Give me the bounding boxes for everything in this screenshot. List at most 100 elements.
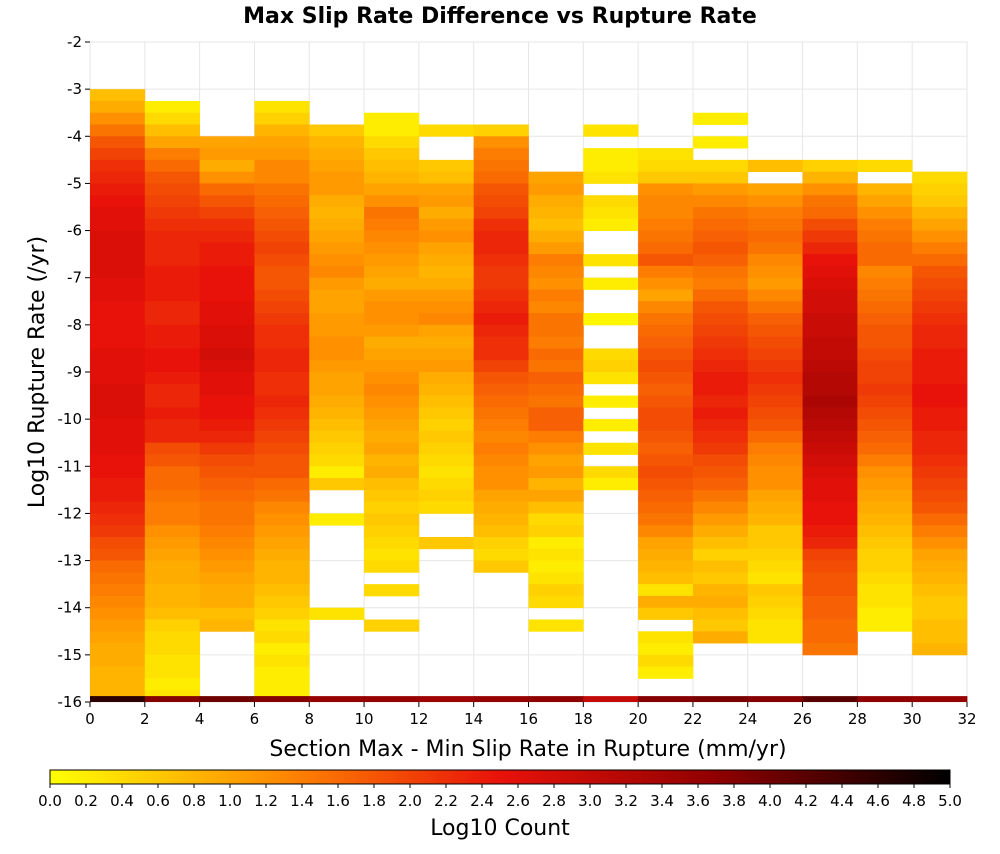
- heatmap-cell: [747, 548, 803, 561]
- heatmap-cell: [857, 372, 913, 385]
- heatmap-cell: [802, 324, 858, 338]
- heatmap-cell: [528, 537, 584, 550]
- heatmap-cell: [912, 643, 968, 656]
- colorbar-tick-label: 0.2: [74, 792, 98, 810]
- heatmap-cell: [692, 277, 749, 290]
- heatmap-cell: [747, 407, 803, 420]
- heatmap-cell: [199, 230, 255, 243]
- heatmap-cell: [90, 254, 146, 267]
- heatmap-cell: [254, 324, 310, 338]
- heatmap-cell: [364, 430, 420, 444]
- heatmap-cell: [912, 301, 968, 314]
- heatmap-cell: [747, 607, 803, 620]
- heatmap-cell: [857, 501, 913, 514]
- heatmap-cell: [90, 124, 146, 137]
- heatmap-cell: [802, 242, 858, 255]
- heatmap-cell: [144, 183, 201, 196]
- heatmap-cell: [692, 242, 749, 255]
- heatmap-cell: [747, 442, 803, 455]
- heatmap-cell: [364, 525, 420, 538]
- heatmap-cell: [90, 690, 146, 697]
- heatmap-cell: [90, 572, 146, 585]
- heatmap-cell: [528, 407, 584, 420]
- heatmap-cell: [254, 159, 310, 173]
- heatmap-cell: [692, 548, 749, 561]
- heatmap-cell-bottom: [364, 696, 420, 702]
- heatmap-cell: [90, 631, 146, 644]
- heatmap-cell: [638, 254, 694, 267]
- heatmap-cell: [692, 454, 749, 467]
- heatmap-cell: [309, 159, 365, 173]
- heatmap-cell: [473, 489, 529, 503]
- heatmap-cell: [364, 513, 420, 526]
- heatmap-cell: [254, 525, 310, 538]
- heatmap-cell: [90, 207, 146, 220]
- heatmap-cell: [418, 419, 475, 432]
- heatmap-cell: [144, 195, 201, 208]
- heatmap-cell: [418, 537, 475, 550]
- heatmap-cell: [802, 607, 858, 620]
- heatmap-cell: [528, 289, 584, 302]
- heatmap-cell: [199, 537, 255, 550]
- heatmap-cell-bottom: [747, 696, 803, 702]
- heatmap-cell: [364, 348, 420, 361]
- heatmap-cell: [528, 430, 584, 444]
- heatmap-cell: [692, 183, 749, 196]
- heatmap-cell: [418, 348, 475, 361]
- y-tick-label: -10: [58, 410, 83, 428]
- heatmap-cell: [309, 218, 365, 231]
- heatmap-cell: [802, 572, 858, 585]
- heatmap-cell: [199, 254, 255, 267]
- heatmap-cell: [857, 265, 913, 279]
- heatmap-cell-bottom: [418, 696, 475, 702]
- heatmap-cell: [90, 537, 146, 550]
- heatmap-cell: [199, 218, 255, 231]
- heatmap-cell: [144, 360, 201, 373]
- heatmap-cell: [199, 383, 255, 396]
- heatmap-cell: [254, 100, 310, 114]
- heatmap-cell: [144, 324, 201, 338]
- heatmap-cell: [692, 442, 749, 455]
- heatmap-cell: [583, 159, 639, 173]
- heatmap-cell: [912, 430, 968, 444]
- heatmap-cell: [364, 454, 420, 467]
- heatmap-cell: [199, 454, 255, 467]
- y-axis-ticks: -2 -3 -4 -5 -6 -7 -8 -9 -10 -11 -12 -13 -14 -15 -16: [58, 33, 90, 711]
- heatmap-cell: [747, 324, 803, 338]
- heatmap-cell: [692, 230, 749, 243]
- heatmap-cell: [309, 207, 365, 220]
- heatmap-cell: [364, 124, 420, 137]
- heatmap-cell: [364, 360, 420, 373]
- heatmap-cell: [199, 607, 255, 620]
- heatmap-cell: [90, 112, 146, 125]
- heatmap-cell: [692, 265, 749, 279]
- heatmap-cell: [473, 548, 529, 561]
- heatmap-cell: [802, 631, 858, 644]
- heatmap-cell: [364, 195, 420, 208]
- heatmap-cell: [747, 207, 803, 220]
- x-tick-label: 12: [409, 710, 428, 728]
- heatmap-cell: [912, 619, 968, 632]
- x-tick-label: 0: [85, 710, 95, 728]
- heatmap-cell: [309, 265, 365, 279]
- heatmap-cell: [364, 313, 420, 326]
- heatmap-cell: [90, 407, 146, 420]
- heatmap-cell: [802, 643, 858, 656]
- heatmap-cell: [418, 289, 475, 302]
- heatmap-cell: [638, 159, 694, 173]
- heatmap-cell: [364, 584, 420, 597]
- heatmap-cell: [802, 525, 858, 538]
- heatmap-cell: [309, 372, 365, 385]
- heatmap-cell: [90, 195, 146, 208]
- heatmap-cell: [802, 171, 858, 184]
- heatmap-cell: [309, 301, 365, 314]
- heatmap-cell: [528, 595, 584, 609]
- heatmap-cell: [747, 454, 803, 467]
- heatmap-cell: [254, 419, 310, 432]
- heatmap-cell: [473, 313, 529, 326]
- heatmap-cell: [583, 478, 639, 491]
- heatmap-cell: [692, 313, 749, 326]
- heatmap-cell: [638, 277, 694, 290]
- x-tick-label: 2: [140, 710, 150, 728]
